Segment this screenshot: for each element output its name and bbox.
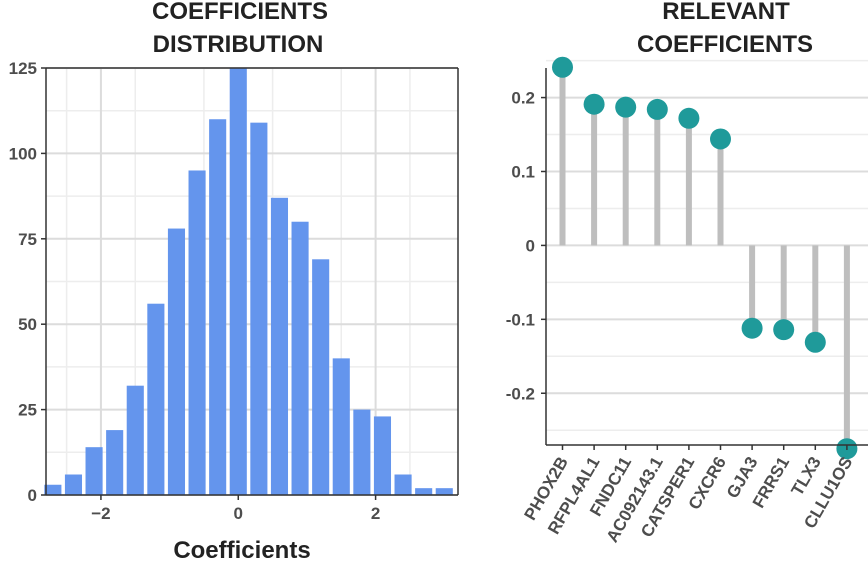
histogram-bar bbox=[106, 430, 124, 495]
lollipop-x-tick-labels: PHOX2BRFPL4AL1FNDC11AC092143.1CATSPER1CX… bbox=[521, 454, 857, 546]
lollipop-point bbox=[583, 93, 605, 115]
y-tick-label: 0 bbox=[28, 486, 37, 505]
histogram-x-tick-labels: −2 0 2 bbox=[91, 504, 380, 523]
y-tick-label: 0 bbox=[526, 236, 535, 255]
histogram-bar bbox=[394, 474, 412, 495]
histogram-panel: COEFFICIENTS DISTRIBUTION 0255075100125 … bbox=[9, 0, 459, 564]
histogram-bar bbox=[85, 447, 103, 495]
histogram-bar bbox=[44, 484, 62, 495]
lollipop-y-tick-labels: 0.2 0.1 0 -0.1 -0.2 bbox=[506, 89, 535, 404]
y-tick-label: 0.2 bbox=[511, 89, 535, 108]
lollipop-point bbox=[646, 98, 668, 120]
histogram-bar bbox=[188, 170, 206, 496]
y-tick-label: 75 bbox=[18, 230, 37, 249]
lollipop-point bbox=[552, 56, 573, 78]
lollipop-points bbox=[552, 56, 858, 460]
y-tick-label: 100 bbox=[9, 144, 37, 163]
y-tick-label: -0.2 bbox=[506, 384, 535, 403]
y-tick-label: 125 bbox=[9, 59, 37, 78]
histogram-bar bbox=[332, 358, 350, 495]
lollipop-title-line-2: COEFFICIENTS bbox=[637, 31, 813, 58]
x-tick-label: −2 bbox=[91, 504, 110, 523]
histogram-bar bbox=[147, 303, 165, 495]
histogram-y-tick-labels: 0 25 50 75 100 125 bbox=[9, 59, 37, 505]
histogram-bar bbox=[415, 488, 433, 495]
histogram-bar bbox=[229, 68, 247, 495]
lollipop-point bbox=[741, 317, 763, 339]
histogram-title-line-2: DISTRIBUTION bbox=[153, 31, 324, 58]
histogram-bar bbox=[435, 488, 453, 495]
histogram-bar bbox=[312, 259, 330, 495]
histogram-bar bbox=[291, 221, 309, 495]
histogram-bar bbox=[64, 474, 83, 495]
lollipop-point bbox=[804, 331, 826, 353]
histogram-axes bbox=[41, 67, 459, 500]
histogram-bar bbox=[353, 409, 371, 495]
lollipop-panel: RELEVANT COEFFICIENTS 0.2 0.1 0 -0.1 -0.2 PH… bbox=[506, 0, 868, 546]
y-tick-label: -0.1 bbox=[506, 310, 535, 329]
lollipop-point bbox=[678, 107, 700, 129]
histogram-bar bbox=[250, 122, 268, 495]
y-tick-label: 50 bbox=[18, 315, 37, 334]
histogram-bar bbox=[209, 119, 227, 496]
lollipop-stems bbox=[559, 67, 850, 449]
lollipop-point bbox=[773, 319, 795, 341]
histogram-bar bbox=[167, 228, 186, 495]
histogram-x-axis-label: Coefficients bbox=[173, 537, 310, 564]
lollipop-point bbox=[710, 128, 731, 150]
histogram-bar bbox=[126, 385, 144, 495]
histogram-bar bbox=[373, 416, 392, 495]
histogram-bars bbox=[44, 68, 453, 496]
histogram-title-line-1: COEFFICIENTS bbox=[152, 0, 328, 25]
y-tick-label: 0.1 bbox=[511, 162, 535, 181]
y-tick-label: 25 bbox=[18, 401, 37, 420]
histogram-bar bbox=[270, 197, 289, 496]
lollipop-axes bbox=[541, 68, 868, 450]
lollipop-title-line-1: RELEVANT bbox=[662, 0, 790, 25]
lollipop-point bbox=[615, 96, 637, 118]
x-tick-label: 0 bbox=[234, 504, 243, 523]
x-tick-label: 2 bbox=[371, 504, 380, 523]
